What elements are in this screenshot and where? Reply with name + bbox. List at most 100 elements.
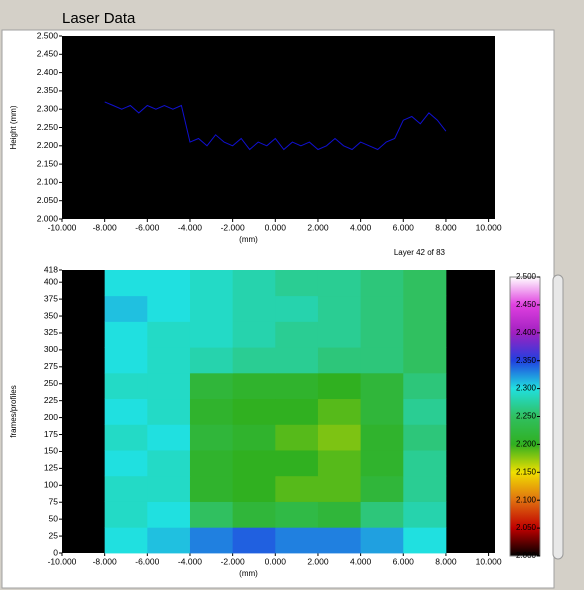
heat-cell — [147, 372, 191, 400]
y-tick-label: 150 — [44, 446, 58, 456]
x-tick-label: 2.000 — [307, 556, 329, 566]
y-tick-label: 2.000 — [37, 213, 59, 223]
heat-cell — [360, 527, 404, 554]
heat-cell — [317, 270, 362, 297]
heat-cell — [403, 398, 447, 425]
heat-cell — [403, 450, 447, 477]
heat-cell — [275, 372, 319, 400]
x-tick-label: -4.000 — [178, 556, 202, 566]
y-tick-label: 2.450 — [37, 49, 59, 59]
heat-cell — [232, 527, 276, 554]
y-tick-label: 50 — [49, 513, 59, 523]
colorbar-label: 2.400 — [516, 328, 537, 337]
heat-cell — [104, 321, 148, 348]
x-axis-label: (mm) — [239, 235, 258, 244]
heat-cell — [147, 501, 191, 528]
heat-cell — [317, 321, 362, 348]
heat-cell — [403, 372, 447, 400]
heat-cell — [104, 372, 148, 400]
heat-cell — [104, 501, 148, 528]
colorbar-label: 2.200 — [516, 440, 537, 449]
x-tick-label: -2.000 — [221, 222, 245, 232]
heat-cell — [104, 424, 148, 451]
heat-cell — [104, 270, 148, 297]
x-tick-label: -8.000 — [93, 222, 117, 232]
y-tick-label: 225 — [44, 395, 58, 405]
x-tick-label: 10.000 — [476, 222, 502, 232]
heat-cell — [360, 450, 404, 477]
heat-cell — [232, 424, 276, 451]
y-tick-label: 375 — [44, 293, 58, 303]
y-axis-label: Height (mm) — [9, 105, 18, 149]
heat-cell — [403, 321, 447, 348]
y-tick-label: 250 — [44, 378, 58, 388]
y-axis-label: frames/profiles — [9, 385, 18, 437]
y-tick-label: 2.100 — [37, 177, 59, 187]
heat-cell — [360, 475, 404, 502]
x-tick-label: -8.000 — [93, 556, 117, 566]
y-tick-label: 125 — [44, 463, 58, 473]
colorbar-label: 2.500 — [516, 272, 537, 281]
heat-cell — [147, 424, 191, 451]
heat-cell — [147, 321, 191, 348]
heat-cell — [317, 450, 362, 477]
heat-cell — [147, 450, 191, 477]
x-tick-label: 4.000 — [350, 222, 372, 232]
x-tick-label: 6.000 — [393, 556, 415, 566]
y-tick-label: 75 — [49, 496, 59, 506]
heat-cell — [104, 398, 148, 425]
heat-cell — [275, 501, 319, 528]
heat-cell — [275, 270, 319, 297]
heat-cell — [403, 501, 447, 528]
heat-cell — [232, 450, 276, 477]
heat-cell — [189, 527, 234, 554]
heat-cell — [189, 450, 234, 477]
heat-cell — [360, 321, 404, 348]
heat-cell — [317, 295, 362, 322]
x-tick-label: 8.000 — [435, 556, 457, 566]
heat-cell — [189, 398, 234, 425]
y-tick-label: 2.150 — [37, 158, 59, 168]
heat-cell — [104, 450, 148, 477]
x-tick-label: 0.000 — [265, 556, 287, 566]
heat-cell — [403, 270, 447, 297]
heat-cell — [403, 475, 447, 502]
x-tick-label: -10.000 — [48, 222, 77, 232]
heat-cell — [403, 347, 447, 374]
heat-cell — [360, 372, 404, 400]
annotation: Layer 42 of 83 — [394, 248, 446, 257]
y-tick-label: 175 — [44, 429, 58, 439]
heat-cell — [232, 321, 276, 348]
heat-cell — [275, 450, 319, 477]
colorbar-label: 2.150 — [516, 467, 537, 476]
heat-cell — [317, 424, 362, 451]
x-tick-label: -6.000 — [135, 222, 159, 232]
y-tick-label: 2.050 — [37, 195, 59, 205]
heat-cell — [275, 527, 319, 554]
heat-cell — [275, 347, 319, 374]
heat-cell — [104, 475, 148, 502]
colorbar-label: 2.050 — [516, 523, 537, 532]
y-tick-label: 350 — [44, 310, 58, 320]
heat-cell — [275, 321, 319, 348]
plot-area — [62, 36, 495, 219]
heat-cell — [104, 527, 148, 554]
y-tick-label: 2.300 — [37, 103, 59, 113]
x-tick-label: 0.000 — [265, 222, 287, 232]
slider[interactable] — [552, 274, 564, 560]
heat-cell — [232, 372, 276, 400]
heat-cell — [275, 295, 319, 322]
y-tick-label: 0 — [53, 547, 58, 557]
heat-cell — [147, 398, 191, 425]
x-axis-label: (mm) — [239, 569, 258, 578]
heat-cell — [232, 347, 276, 374]
chart-title: Laser Data — [62, 10, 136, 27]
y-tick-label: 418 — [44, 264, 58, 274]
y-tick-label: 275 — [44, 361, 58, 371]
heat-cell — [147, 270, 191, 297]
y-tick-label: 325 — [44, 327, 58, 337]
data-line — [104, 101, 447, 151]
heat-cell — [189, 347, 234, 374]
heat-cell — [104, 347, 148, 374]
